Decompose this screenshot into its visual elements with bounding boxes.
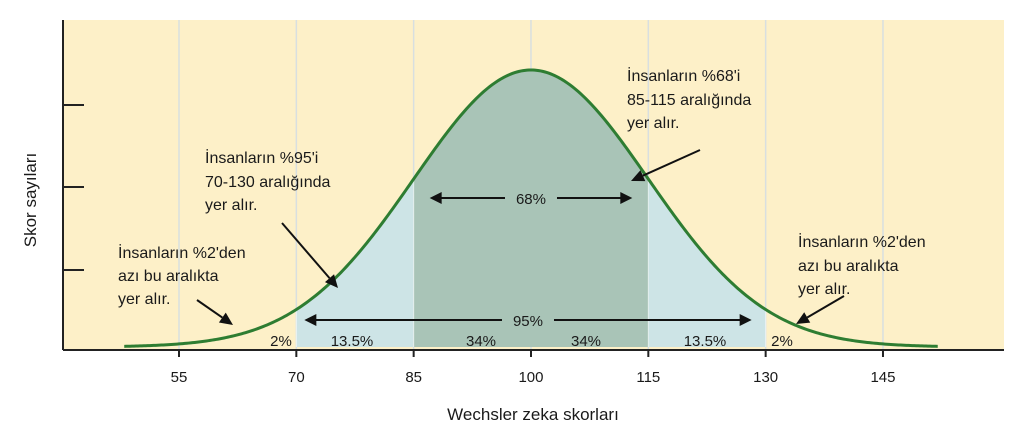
segment-dividers <box>295 178 767 347</box>
span-0-label: 68% <box>516 191 546 208</box>
axes <box>62 20 1004 351</box>
pointer-3-line <box>806 295 845 319</box>
segment-labels: 2% 13.5% 34% 34% 13.5% 2% <box>270 333 793 350</box>
annotation-pointers <box>196 149 845 325</box>
annotation-right-line-2: azı bu aralıkta <box>798 258 899 275</box>
annotation-95-line-2: 70-130 aralığında <box>205 174 331 191</box>
annotation-right-line-1: İnsanların %2'den <box>798 232 926 251</box>
segment-label-0: 2% <box>270 333 292 350</box>
annotation-95-line-1: İnsanların %95'i <box>205 148 318 167</box>
span-1-right-arrowhead <box>739 314 752 326</box>
pointer-2-line <box>196 299 223 319</box>
segment-label-1: 13.5% <box>331 333 374 350</box>
span-0-left-arrowhead <box>429 192 442 204</box>
x-tick-label-3: 100 <box>518 369 543 386</box>
span-0-right-arrowhead <box>620 192 633 204</box>
annotation-right-tail: İnsanların %2'den azı bu aralıkta yer al… <box>798 232 926 298</box>
span-1-left-arrowhead <box>304 314 317 326</box>
annotation-left-line-3: yer alır. <box>118 291 170 308</box>
x-ticks: 55 70 85 100 115 130 145 <box>171 350 895 386</box>
pointer-3-arrowhead <box>796 312 811 324</box>
segment-label-5: 2% <box>771 333 793 350</box>
pointer-0-line <box>642 149 701 177</box>
pointer-2-arrowhead <box>218 312 233 325</box>
annotation-68-line-1: İnsanların %68'i <box>627 66 740 85</box>
segment-label-2: 34% <box>466 333 496 350</box>
pointer-1-line <box>281 222 331 279</box>
x-tick-label-0: 55 <box>171 369 188 386</box>
bell-curve <box>124 68 938 348</box>
pointer-0-arrowhead <box>631 170 646 182</box>
annotation-left-tail: İnsanların %2'den azı bu aralıkta yer al… <box>118 243 246 308</box>
span-1-label: 95% <box>513 313 543 330</box>
annotation-left-line-2: azı bu aralıkta <box>118 268 219 285</box>
x-tick-label-6: 145 <box>870 369 895 386</box>
x-tick-label-2: 85 <box>405 369 422 386</box>
x-tick-label-5: 130 <box>753 369 778 386</box>
segment-label-4: 13.5% <box>684 333 727 350</box>
annotation-95: İnsanların %95'i 70-130 aralığında yer a… <box>205 148 331 214</box>
span-arrows: 68% 95% <box>304 191 752 330</box>
annotation-right-line-3: yer alır. <box>798 281 850 298</box>
annotation-68-line-2: 85-115 aralığında <box>627 92 751 109</box>
annotation-left-line-1: İnsanların %2'den <box>118 243 246 262</box>
x-tick-label-1: 70 <box>288 369 305 386</box>
x-tick-label-4: 115 <box>636 369 660 386</box>
annotation-95-line-3: yer alır. <box>205 197 257 214</box>
annotation-68-line-3: yer alır. <box>627 115 679 132</box>
segment-label-3: 34% <box>571 333 601 350</box>
y-axis-title: Skor sayıları <box>21 153 40 247</box>
annotation-68: İnsanların %68'i 85-115 aralığında yer a… <box>627 66 751 132</box>
x-axis-title: Wechsler zeka skorları <box>447 405 619 424</box>
pointer-1-arrowhead <box>324 274 338 288</box>
band-68-fill <box>413 70 649 347</box>
